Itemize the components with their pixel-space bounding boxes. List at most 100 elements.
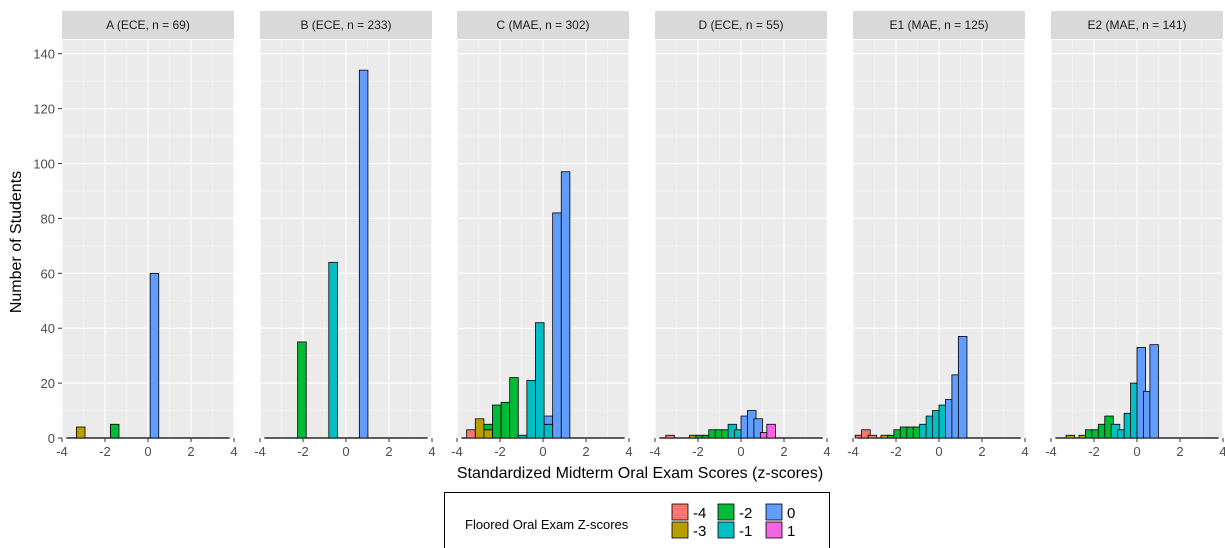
histogram-bar — [358, 69, 369, 439]
histogram-bar — [328, 261, 338, 439]
histogram-bar — [957, 336, 968, 439]
y-tick-label: 60 — [41, 266, 55, 281]
legend-key — [765, 503, 783, 521]
histogram-bar — [535, 322, 545, 439]
histogram-bar — [517, 434, 528, 439]
legend-key — [717, 503, 735, 521]
facet-strip — [1051, 11, 1223, 39]
histogram-bar — [560, 171, 571, 439]
x-tick-label: 0 — [737, 444, 744, 459]
x-tick-label: -2 — [99, 444, 111, 459]
histogram-bar — [492, 404, 502, 439]
histogram-bar — [509, 377, 519, 439]
legend: Floored Oral Exam Z-scores -4-3 -2-1 01 — [444, 492, 830, 548]
facet-strip — [260, 11, 432, 39]
legend-box — [444, 492, 830, 548]
legend-title: Floored Oral Exam Z-scores — [465, 517, 629, 532]
histogram-bar — [543, 423, 554, 439]
histogram-bar — [483, 429, 493, 439]
histogram-bar — [1065, 434, 1076, 439]
y-tick-label: 40 — [41, 321, 55, 336]
facet-panel: E1 (MAE, n = 125) -4 -2 0 2 4 — [847, 11, 1029, 459]
facet-title: E2 (MAE, n = 141) — [1087, 18, 1186, 32]
x-tick-label: 4 — [625, 444, 632, 459]
facet-strip — [457, 11, 629, 39]
histogram-bar — [753, 418, 763, 439]
histogram-bar — [665, 434, 675, 439]
facet-strip — [853, 11, 1025, 39]
facet-panel: D (ECE, n = 55) -4 -2 0 2 4 — [649, 11, 831, 459]
histogram-bar — [766, 423, 776, 439]
x-tick-label: -4 — [56, 444, 68, 459]
histogram-bar — [867, 434, 878, 439]
x-tick-label: 4 — [823, 444, 830, 459]
x-tick-label: -4 — [254, 444, 266, 459]
y-tick-label: 0 — [48, 431, 55, 446]
x-tick-label: -2 — [494, 444, 506, 459]
legend-label: 1 — [787, 523, 795, 540]
legend-key — [765, 521, 783, 539]
facet-title: D (ECE, n = 55) — [698, 18, 783, 32]
legend-label: -2 — [739, 505, 752, 522]
facet-title: E1 (MAE, n = 125) — [889, 18, 988, 32]
x-tick-label: -4 — [451, 444, 463, 459]
legend-label: 0 — [787, 505, 795, 522]
x-tick-label: -2 — [890, 444, 902, 459]
y-axis: 0 20 40 60 80 100 120 140 — [33, 47, 62, 446]
facet-panel: E2 (MAE, n = 141) -4 -2 0 2 4 — [1045, 11, 1225, 459]
y-tick-label: 120 — [33, 102, 55, 117]
y-tick-label: 80 — [41, 211, 55, 226]
histogram-bar — [76, 426, 86, 439]
y-tick-label: 20 — [41, 376, 55, 391]
histogram-bar — [483, 423, 493, 431]
x-tick-label: 0 — [1133, 444, 1140, 459]
facet-panels: A (ECE, n = 69) -4 -2 0 2 4 B (ECE, n = 233) -4… — [56, 11, 1225, 459]
facet-panel: A (ECE, n = 69) -4 -2 0 2 4 — [56, 11, 238, 459]
histogram-bar — [474, 418, 485, 439]
histogram-bar — [861, 429, 871, 439]
legend-label: -4 — [693, 505, 706, 522]
histogram-bar — [1149, 344, 1159, 439]
histogram-bar — [297, 341, 307, 439]
x-tick-label: 4 — [230, 444, 237, 459]
histogram-bar — [552, 212, 562, 439]
x-axis-label: Standardized Midterm Oral Exam Scores (z… — [457, 465, 823, 482]
x-tick-label: 4 — [1021, 444, 1028, 459]
x-tick-label: -4 — [1045, 444, 1057, 459]
x-tick-label: 4 — [428, 444, 435, 459]
legend-label: -3 — [693, 523, 706, 540]
x-tick-label: 2 — [1176, 444, 1183, 459]
histogram-bar — [500, 401, 511, 439]
y-axis-label: Number of Students — [8, 171, 25, 313]
x-tick-label: 2 — [385, 444, 392, 459]
histogram-bar — [149, 272, 160, 439]
y-tick-label: 140 — [33, 47, 55, 62]
legend-label: -1 — [739, 523, 752, 540]
y-tick-label: 100 — [33, 157, 55, 172]
x-tick-label: 4 — [1219, 444, 1225, 459]
x-tick-label: -4 — [847, 444, 859, 459]
x-tick-label: -2 — [692, 444, 704, 459]
histogram-bar — [543, 415, 554, 425]
histogram-bar — [109, 423, 120, 439]
facet-strip — [62, 11, 234, 39]
x-tick-label: 2 — [582, 444, 589, 459]
x-tick-label: 2 — [780, 444, 787, 459]
facet-title: A (ECE, n = 69) — [106, 18, 190, 32]
x-tick-label: 2 — [978, 444, 985, 459]
x-tick-label: 0 — [144, 444, 151, 459]
facet-panel: C (MAE, n = 302) -4 -2 0 2 4 — [451, 11, 633, 459]
x-tick-label: -4 — [649, 444, 661, 459]
histogram-bar — [526, 379, 536, 439]
facet-title: B (ECE, n = 233) — [300, 18, 391, 32]
x-tick-label: 2 — [187, 444, 194, 459]
facet-title: C (MAE, n = 302) — [496, 18, 589, 32]
legend-key — [717, 521, 735, 539]
legend-key — [671, 503, 689, 521]
x-tick-label: -2 — [297, 444, 309, 459]
histogram-bar — [466, 429, 476, 439]
facet-strip — [655, 11, 827, 39]
legend-key — [671, 521, 689, 539]
facet-panel: B (ECE, n = 233) -4 -2 0 2 4 — [254, 11, 436, 459]
